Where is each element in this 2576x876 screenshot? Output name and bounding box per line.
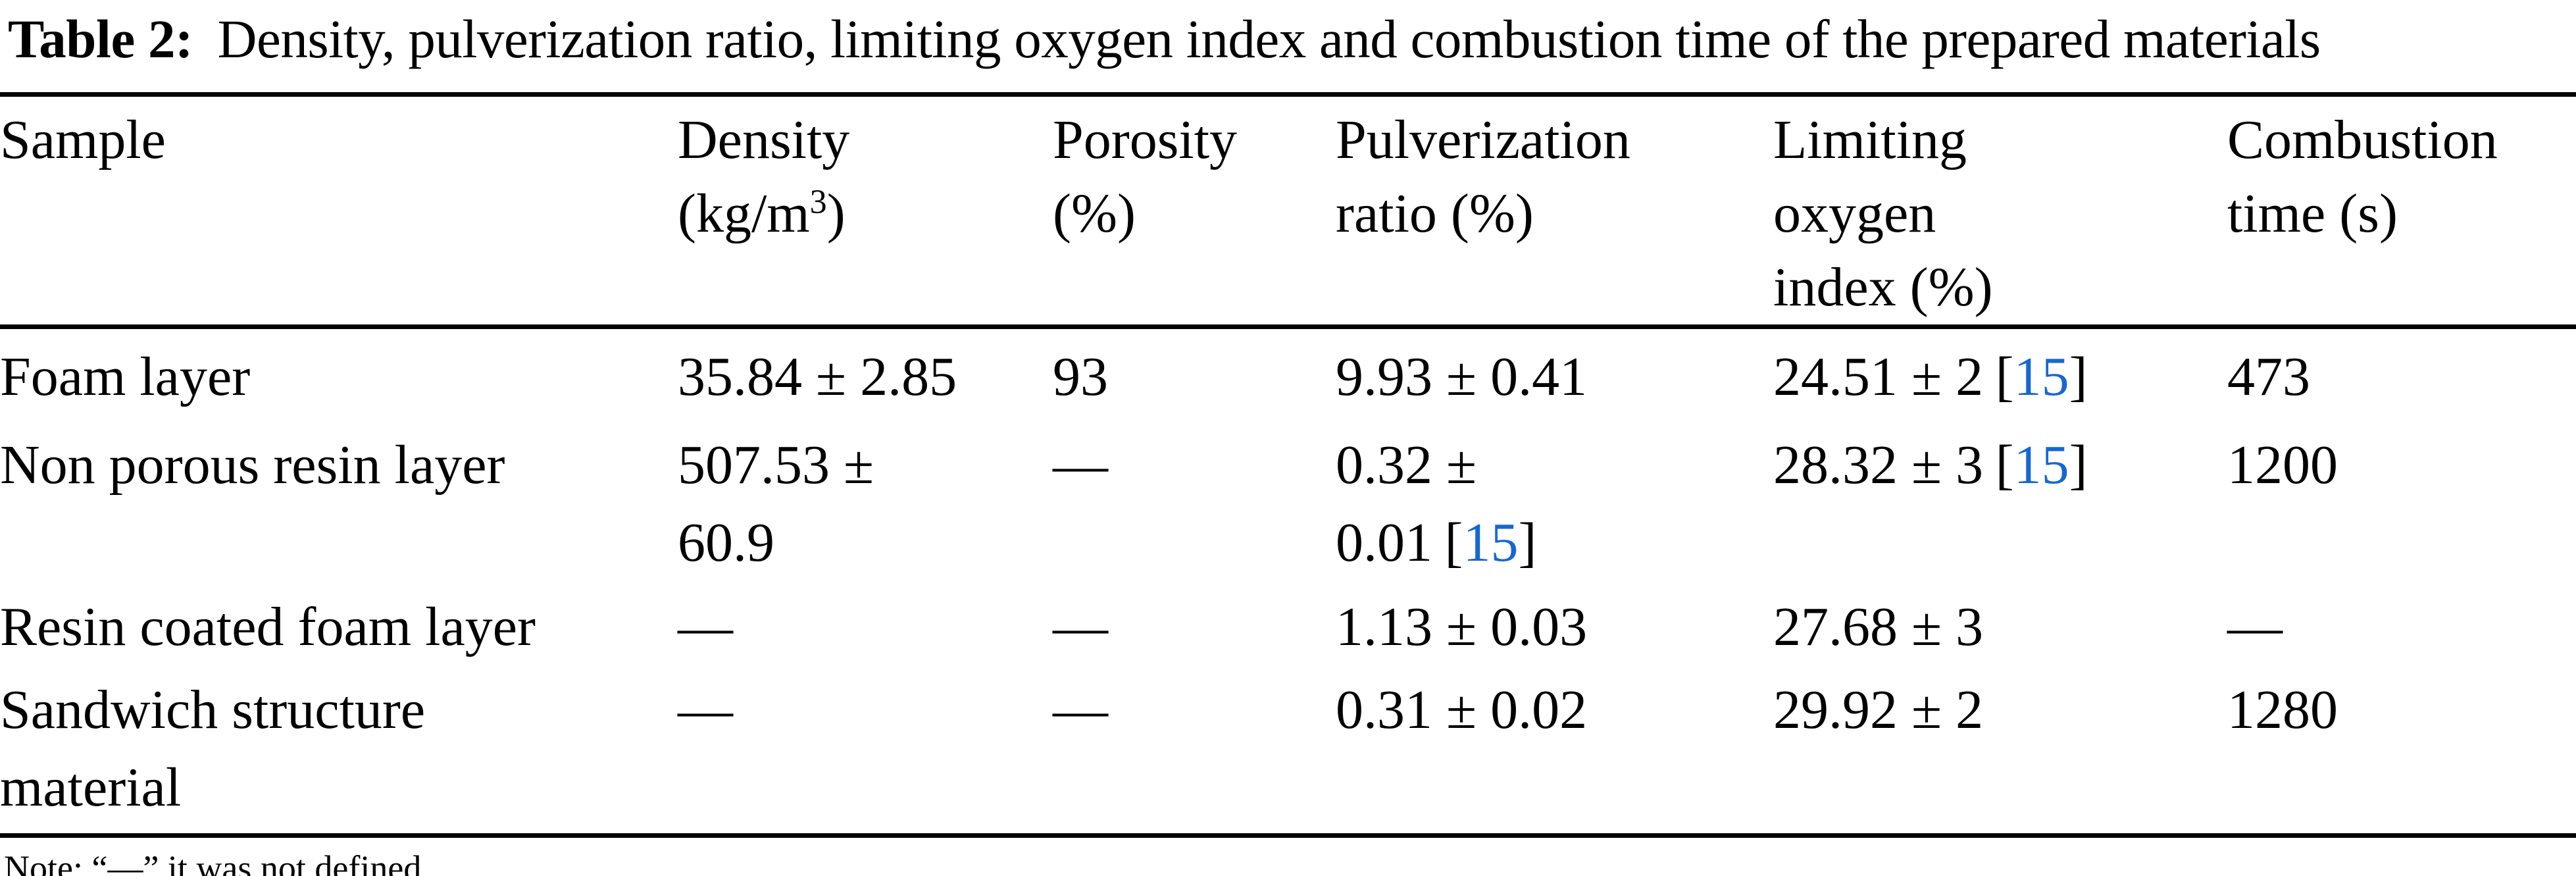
citation-ref-15[interactable]: [15] [1996, 346, 2088, 407]
citation-bracket-close: ] [2069, 346, 2088, 407]
header-sample: Sample [0, 94, 678, 329]
superscript-3: 3 [809, 183, 827, 221]
not-defined-dash: — [678, 596, 733, 657]
header-density: Density (kg/m3) [678, 94, 1053, 329]
table-footnote: Note: “—” it was not defined. [4, 848, 430, 876]
cell-porosity: — [1053, 666, 1336, 836]
cell-porosity: — [1053, 582, 1336, 666]
cell-pulverization: 0.31 ± 0.02 [1336, 679, 1588, 740]
cell-density: — [678, 582, 1053, 666]
cell-sample: Resin coated foam layer [0, 596, 536, 657]
header-row: Sample Density (kg/m3) Porosity (%) Pulv… [0, 94, 2576, 329]
cell-density: — [678, 666, 1053, 836]
cell-density: 35.84 ± 2.85 [678, 346, 957, 407]
cell-loi: 24.51 ± 2 [15] [1773, 346, 2088, 407]
results-table: Sample Density (kg/m3) Porosity (%) Pulv… [0, 92, 2576, 838]
header-limiting-oxygen-index: Limiting oxygen index (%) [1773, 94, 2227, 329]
table-caption: Table 2: Density, pulverization ratio, li… [0, 0, 2576, 92]
citation-bracket-open: [ [1995, 346, 2014, 407]
cell-porosity: 93 [1053, 346, 1108, 407]
cell-porosity: — [1053, 416, 1336, 582]
citation-link-15[interactable]: 15 [1463, 512, 1519, 573]
density-unit: (kg/m3) [678, 183, 846, 244]
table-row-foam-layer: Foam layer 35.84 ± 2.85 93 9.93 ± 0.41 2… [0, 327, 2576, 417]
not-defined-dash: — [1053, 679, 1108, 740]
cell-sample: Sandwich structure material [0, 679, 426, 818]
citation-ref-15[interactable]: [15] [1444, 512, 1536, 573]
cell-combustion: 1280 [2227, 679, 2338, 740]
cell-sample: Non porous resin layer [0, 434, 505, 496]
citation-bracket-open: [ [1995, 434, 2014, 496]
citation-link-15[interactable]: 15 [2013, 434, 2069, 496]
citation-bracket-close: ] [2069, 434, 2088, 496]
not-defined-dash: — [1053, 596, 1108, 657]
header-combustion-time: Combustion time (s) [2227, 94, 2576, 329]
citation-ref-15[interactable]: [15] [1996, 434, 2088, 496]
table-row-sandwich-structure-material: Sandwich structure material — — 0.31 ± 0… [0, 666, 2576, 836]
cell-combustion: 1200 [2227, 434, 2338, 496]
cell-pulverization: 9.93 ± 0.41 [1336, 346, 1588, 407]
table-row-non-porous-resin-layer: Non porous resin layer 507.53 ± 60.9 — 0… [0, 416, 2576, 582]
cell-combustion: 473 [2227, 346, 2310, 407]
table-row-resin-coated-foam-layer: Resin coated foam layer — — 1.13 ± 0.03 … [0, 582, 2576, 666]
cell-pulverization: 1.13 ± 0.03 [1336, 596, 1588, 657]
not-defined-dash: — [678, 679, 733, 740]
not-defined-dash: — [1053, 434, 1108, 496]
not-defined-dash: — [2227, 596, 2283, 657]
cell-loi: 28.32 ± 3 [15] [1773, 434, 2088, 496]
cell-density: 507.53 ± 60.9 [678, 434, 874, 573]
cell-sample: Foam layer [0, 346, 251, 407]
citation-bracket-open: [ [1444, 512, 1463, 573]
citation-bracket-close: ] [1518, 512, 1537, 573]
citation-link-15[interactable]: 15 [2013, 346, 2069, 407]
cell-loi: 27.68 ± 3 [1773, 596, 1984, 657]
cell-pulverization: 0.32 ± 0.01 [15] [1336, 434, 1537, 573]
header-pulverization-ratio: Pulverization ratio (%) [1336, 94, 1773, 329]
table-caption-text: Density, pulverization ratio, limiting o… [217, 9, 2321, 69]
cell-combustion: — [2227, 582, 2576, 666]
cell-loi: 29.92 ± 2 [1773, 679, 1984, 740]
table-caption-label: Table 2: [8, 9, 193, 69]
header-porosity: Porosity (%) [1053, 94, 1336, 329]
